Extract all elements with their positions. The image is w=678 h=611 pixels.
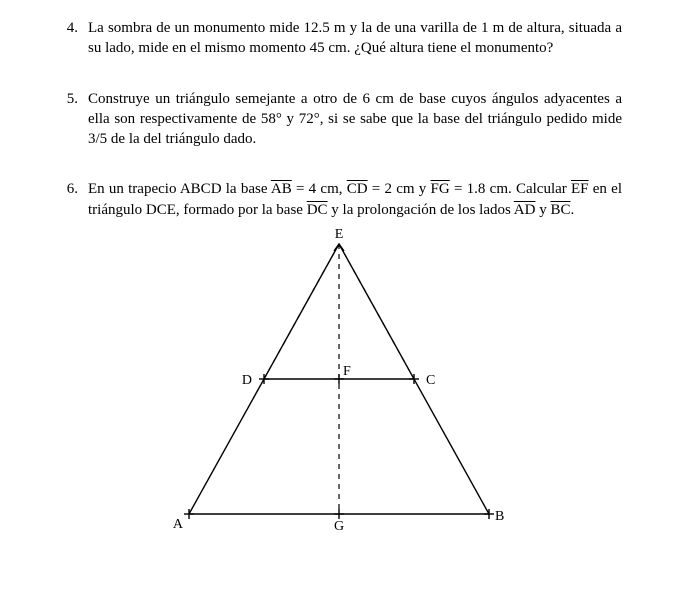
seg-ef: EF: [571, 181, 589, 197]
p6-mid2: y la prolongación de los lados: [328, 202, 514, 218]
svg-text:D: D: [242, 373, 252, 388]
p6-abval: = 4 cm,: [292, 181, 347, 197]
seg-ab: AB: [271, 181, 292, 197]
svg-text:F: F: [343, 364, 351, 379]
problem-6: 6. En un trapecio ABCD la base AB = 4 cm…: [56, 179, 622, 220]
trapezoid-triangle-figure: E D C F A B G: [164, 226, 514, 536]
problem-5: 5. Construye un triángulo semejante a ot…: [56, 89, 622, 150]
problem-4-text: La sombra de un monumento mide 12.5 m y …: [88, 18, 622, 59]
p6-y: y: [535, 202, 550, 218]
problem-4: 4. La sombra de un monumento mide 12.5 m…: [56, 18, 622, 59]
p6-cdval: = 2 cm y: [368, 181, 431, 197]
svg-text:B: B: [495, 509, 504, 524]
p6-end: .: [570, 202, 574, 218]
p6-fgval: = 1.8 cm. Calcular: [450, 181, 571, 197]
p6-prefix: En un trapecio ABCD la base: [88, 181, 271, 197]
problem-5-number: 5.: [56, 89, 88, 109]
svg-text:E: E: [335, 227, 344, 242]
svg-text:G: G: [334, 519, 344, 534]
seg-ad: AD: [514, 202, 536, 218]
svg-text:C: C: [426, 373, 435, 388]
problem-6-number: 6.: [56, 179, 88, 199]
svg-text:A: A: [173, 517, 184, 532]
figure-container: E D C F A B G: [56, 226, 622, 541]
seg-cd: CD: [347, 181, 368, 197]
seg-dc: DC: [307, 202, 328, 218]
problem-5-text: Construye un triángulo semejante a otro …: [88, 89, 622, 150]
problem-4-number: 4.: [56, 18, 88, 38]
seg-bc: BC: [550, 202, 570, 218]
seg-fg: FG: [431, 181, 450, 197]
problem-6-text: En un trapecio ABCD la base AB = 4 cm, C…: [88, 179, 622, 220]
page: 4. La sombra de un monumento mide 12.5 m…: [0, 0, 678, 551]
